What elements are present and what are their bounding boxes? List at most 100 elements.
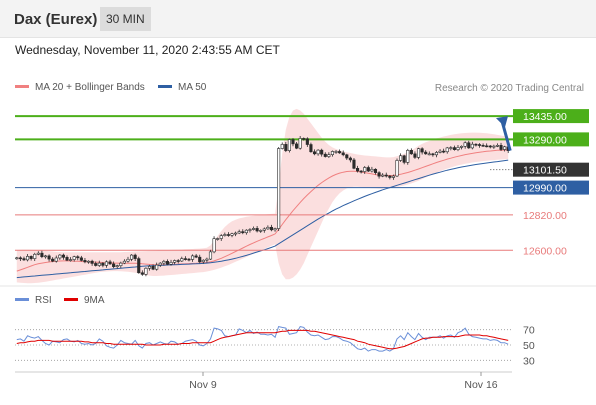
- candle-body: [47, 255, 51, 260]
- candle-body: [97, 262, 101, 266]
- candle-body: [348, 157, 352, 161]
- candle-body: [83, 260, 87, 263]
- candle-body: [381, 174, 385, 177]
- candle-body: [183, 258, 187, 260]
- candle-body: [399, 155, 403, 161]
- candle-body: [273, 228, 277, 231]
- level-label-last: 13101.50: [523, 165, 567, 177]
- credit-label: Research © 2020 Trading Central: [434, 83, 584, 94]
- timeframe-button[interactable]: 30 MIN: [100, 7, 151, 31]
- candle-body: [305, 138, 309, 145]
- candle-body: [409, 150, 413, 155]
- x-tick-label: Nov 9: [189, 379, 217, 391]
- candle-body: [352, 159, 356, 169]
- candle-body: [104, 261, 109, 266]
- candle-body: [413, 153, 417, 158]
- candle-body: [309, 144, 313, 153]
- candle-body: [108, 261, 112, 265]
- candle-body: [463, 142, 467, 147]
- candle-body: [384, 174, 388, 177]
- candle-body: [406, 150, 410, 163]
- candle-body: [94, 263, 98, 266]
- candle-body: [22, 258, 26, 261]
- candle-body: [69, 259, 73, 261]
- candle-body: [391, 175, 395, 178]
- candle-body: [176, 260, 180, 262]
- candle-body: [187, 258, 191, 261]
- ma20-legend-label: MA 20 + Bollinger Bands: [35, 82, 145, 93]
- candle-body: [43, 255, 48, 258]
- candle-body: [119, 262, 123, 266]
- candle-body: [230, 233, 234, 236]
- candle-body: [40, 252, 44, 257]
- ma50-legend-label: MA 50: [178, 82, 207, 93]
- candle-body: [485, 145, 489, 148]
- candle-body: [201, 259, 205, 263]
- candle-body: [416, 148, 421, 158]
- candle-body: [162, 261, 166, 264]
- rsi-tick-label: 50: [523, 340, 535, 352]
- candle-body: [492, 145, 496, 148]
- level-label-bg-last: [513, 162, 589, 177]
- rsi-line: [16, 326, 509, 352]
- candle-body: [90, 260, 94, 264]
- candle-body: [298, 138, 302, 149]
- bollinger-band: [16, 108, 509, 284]
- forecast-arrow-head: [496, 116, 508, 128]
- candle-body: [241, 231, 245, 234]
- price-chart[interactable]: 13435.00 13290.00 13101.50 12990.00 12820.00…: [0, 108, 596, 287]
- candle-body: [495, 145, 500, 147]
- candle-body: [312, 151, 317, 155]
- candle-body: [345, 154, 349, 159]
- ma20-legend: MA 20 + Bollinger Bands: [15, 82, 145, 94]
- level-label-pivot: 12990.00: [523, 183, 567, 195]
- candle-body: [277, 148, 281, 229]
- candle-body: [438, 150, 442, 153]
- rsi-legend: RSI: [15, 295, 52, 307]
- candle-body: [237, 231, 241, 234]
- candle-body: [442, 150, 446, 153]
- level-label-support: 12820.00: [523, 210, 567, 222]
- level-label-resistance: 13290.00: [523, 134, 567, 146]
- candle-body: [503, 146, 507, 150]
- candle-body: [165, 261, 170, 265]
- candle-body: [158, 262, 162, 266]
- candle-body: [481, 145, 485, 147]
- candle-body: [86, 260, 91, 263]
- candle-body: [151, 266, 155, 270]
- rsi-swatch: [15, 297, 29, 301]
- candle-body: [25, 256, 30, 261]
- candle-body: [262, 228, 266, 231]
- level-label-bg-resistance: [513, 109, 589, 124]
- candle-body: [424, 151, 428, 155]
- candle-body: [269, 226, 274, 231]
- rsi-tick-label: 30: [523, 355, 535, 367]
- candle-body: [133, 254, 137, 259]
- candle-body: [223, 234, 227, 236]
- candle-body: [122, 260, 126, 264]
- candle-body: [467, 142, 471, 149]
- candle-body: [101, 262, 105, 266]
- level-label-resistance: 13435.00: [523, 111, 567, 123]
- candle-body: [251, 228, 256, 230]
- candle-body: [434, 152, 439, 156]
- candle-body: [452, 147, 456, 150]
- candle-body: [320, 149, 324, 155]
- level-label-support: 12600.00: [523, 245, 567, 257]
- instrument-title: Dax (Eurex): [14, 11, 98, 28]
- candle-body: [470, 143, 474, 149]
- candle-body: [61, 254, 65, 258]
- ma9-swatch: [64, 297, 78, 301]
- rsi-chart[interactable]: 70 50 30 Nov 9 Nov 16: [15, 325, 535, 391]
- candle-body: [488, 145, 492, 148]
- candle-body: [456, 147, 460, 150]
- candle-body: [155, 264, 159, 270]
- candle-body: [280, 144, 284, 149]
- candle-body: [266, 226, 270, 230]
- candle-body: [449, 147, 453, 149]
- candle-body: [205, 258, 209, 261]
- candle-body: [499, 145, 503, 150]
- candle-body: [330, 151, 335, 155]
- candle-body: [212, 238, 216, 253]
